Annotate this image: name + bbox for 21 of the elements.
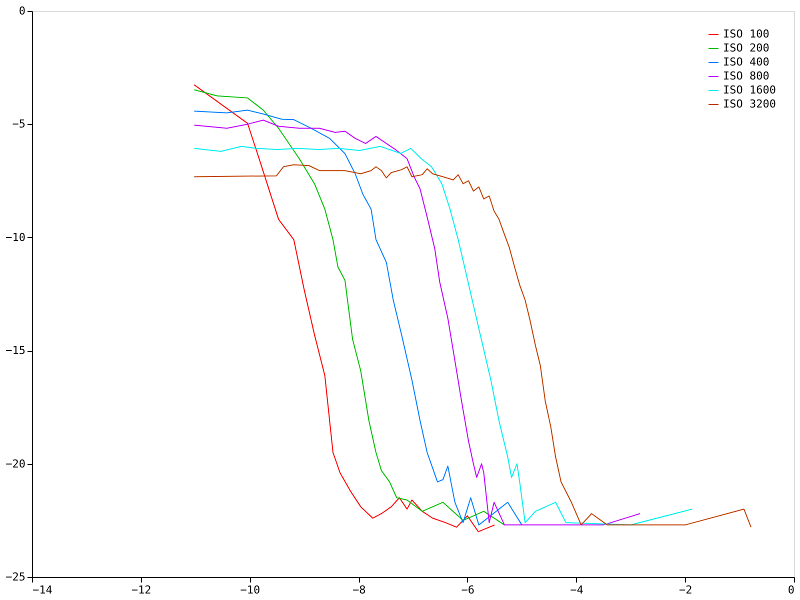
y-tick-label: −5: [12, 118, 26, 131]
legend-label: ISO 400: [723, 56, 770, 68]
y-tick-label: −20: [6, 457, 26, 470]
x-tick-label: −10: [240, 584, 260, 596]
x-tick-label: −12: [131, 584, 152, 596]
legend-label: ISO 100: [723, 28, 770, 40]
x-tick-label: −2: [679, 584, 692, 596]
legend-label: ISO 1600: [723, 84, 776, 96]
x-tick-label: 0: [788, 584, 794, 596]
x-tick-label: −8: [352, 584, 366, 596]
legend-label: ISO 200: [723, 42, 770, 54]
y-tick-label: −10: [6, 230, 26, 244]
legend-label: ISO 800: [723, 70, 770, 82]
y-tick-label: 0: [18, 4, 26, 18]
line-series: [194, 120, 640, 526]
y-tick-label: −15: [6, 344, 26, 358]
y-tick-label: −25: [6, 570, 26, 584]
legend-label: ISO 3200: [723, 98, 776, 110]
x-tick-label: −6: [461, 584, 475, 596]
x-tick-label: −4: [570, 584, 584, 596]
x-tick-label: −14: [32, 584, 53, 596]
